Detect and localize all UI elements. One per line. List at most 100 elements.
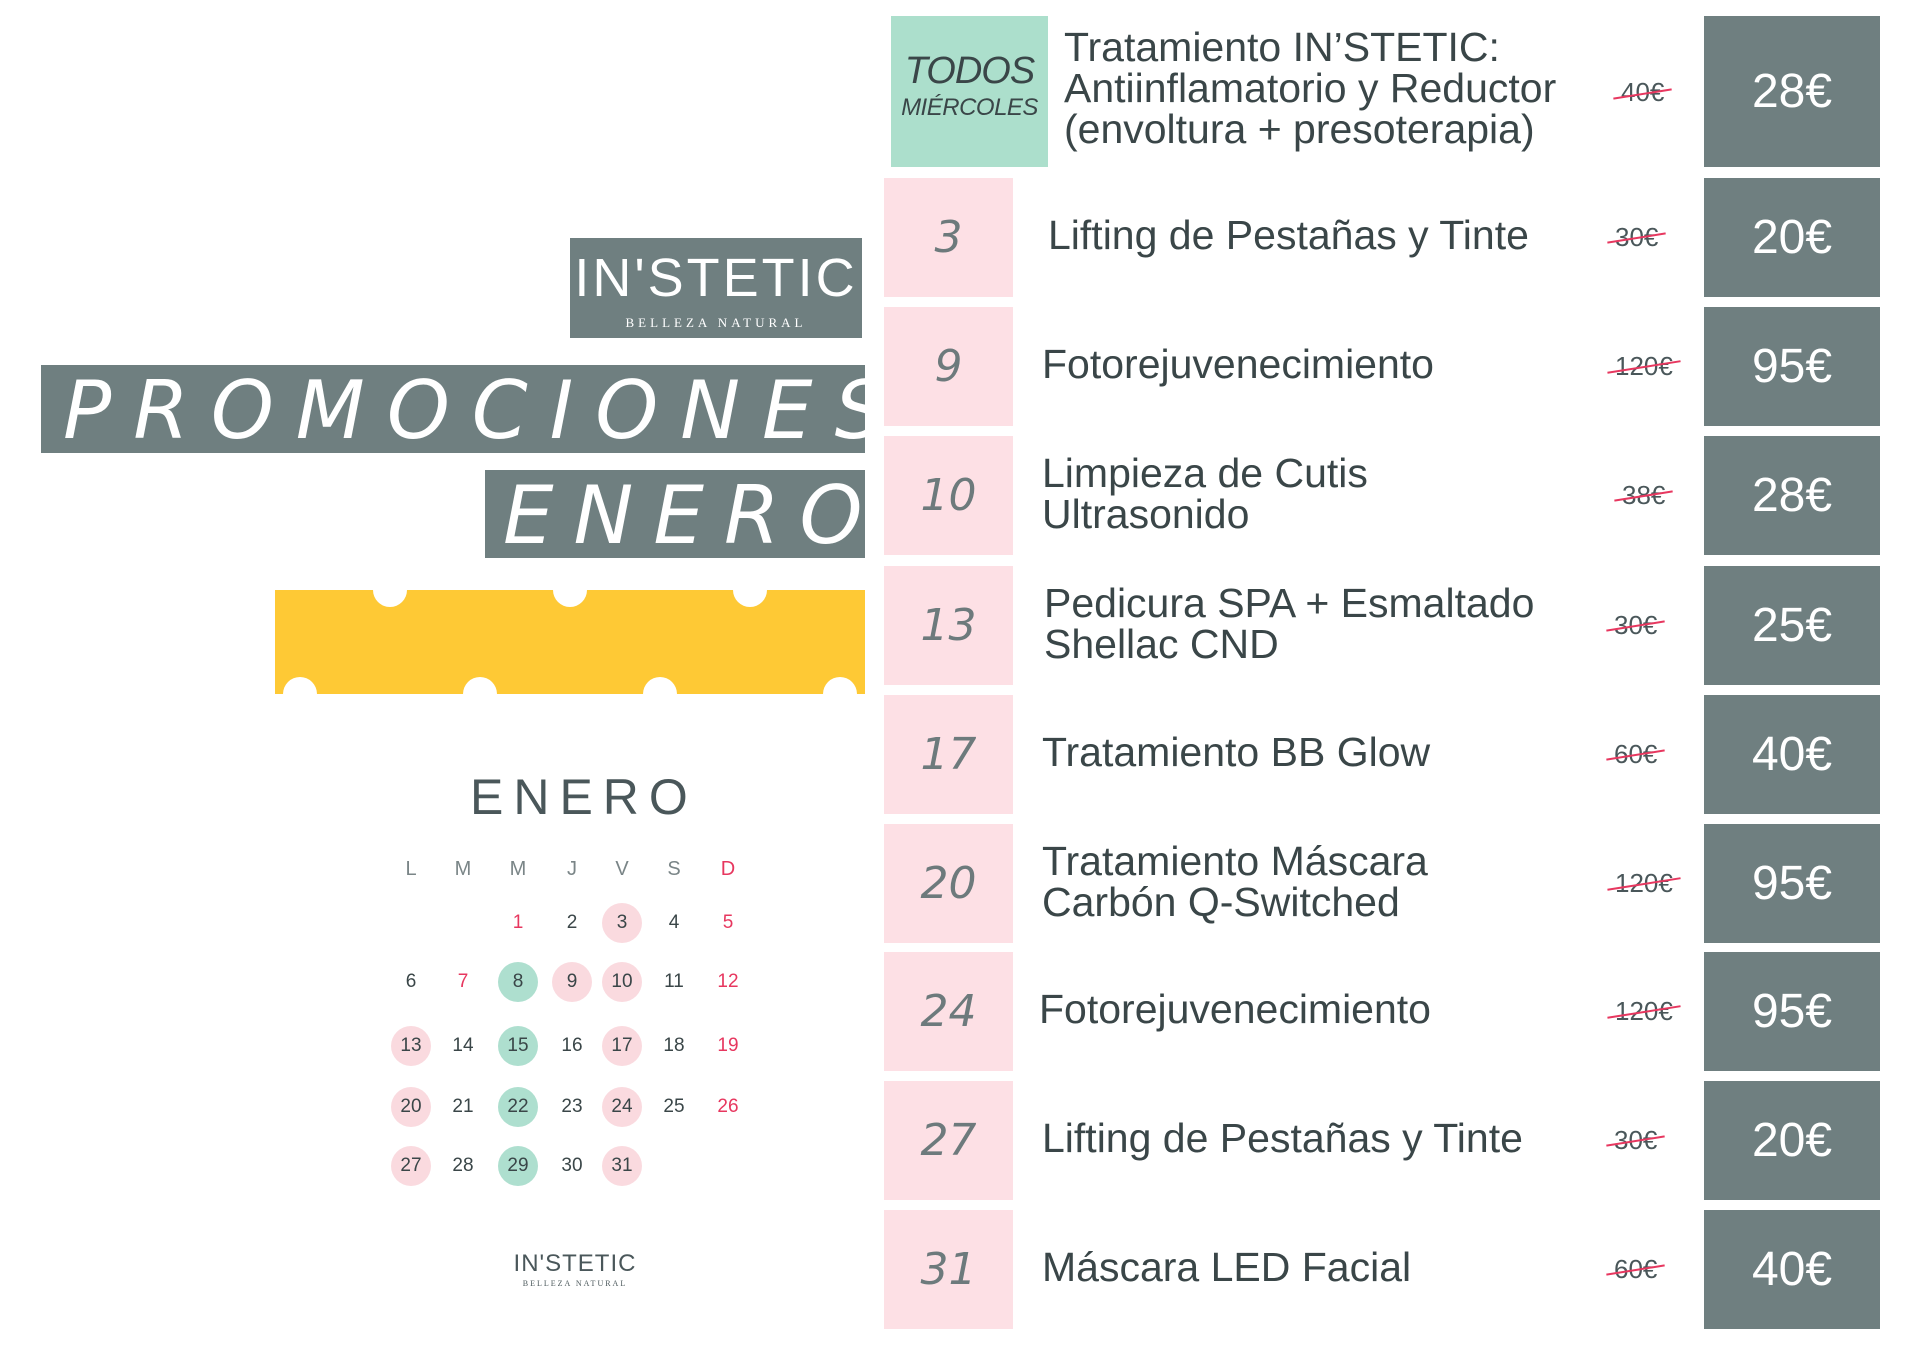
dot-decoration [373, 590, 407, 607]
promo-service-line: Tratamiento BB Glow [1042, 729, 1431, 775]
promo-service-line: Fotorejuvenecimiento [1042, 341, 1434, 387]
promo-price: 20€ [1704, 1081, 1880, 1200]
promo-price: 95€ [1704, 824, 1880, 943]
dot-decoration [823, 677, 857, 694]
promo-service: Máscara LED Facial [1042, 1247, 1411, 1288]
calendar-day: 11 [664, 971, 684, 992]
banner-promociones: PROMOCIONES [41, 365, 865, 453]
calendar-day: 7 [457, 971, 469, 992]
calendar-day: 16 [561, 1035, 583, 1056]
promo-service: Limpieza de Cutis Ultrasonido [1042, 449, 1368, 535]
brand-logo: IN'STETIC BELLEZA NATURAL [570, 238, 862, 338]
calendar-day: 31 [602, 1146, 642, 1186]
promo-service: Lifting de Pestañas y Tinte [1048, 215, 1529, 256]
brand-tagline: BELLEZA NATURAL [625, 315, 807, 330]
promo-day: 31 [884, 1210, 1013, 1329]
weekday-label: J [567, 857, 577, 880]
promo-service: Lifting de Pestañas y Tinte [1042, 1118, 1523, 1159]
footer-logo-name: IN'STETIC [513, 1250, 637, 1277]
calendar-day: 4 [668, 912, 680, 933]
calendar-day: 6 [405, 971, 417, 992]
calendar-day: 8 [498, 962, 538, 1002]
promo-price: 20€ [1704, 178, 1880, 297]
calendar-day: 28 [452, 1155, 474, 1176]
polka-dot-band [275, 590, 865, 694]
promo-day: 9 [884, 307, 1013, 426]
calendar-day: 9 [552, 962, 592, 1002]
weekly-price: 28€ [1704, 16, 1880, 167]
weekday-label: D [720, 857, 736, 880]
promo-day: 10 [884, 436, 1013, 555]
weekly-service-line: Tratamiento IN’STETIC: [1064, 24, 1500, 70]
promo-service: Tratamiento Máscara Carbón Q-Switched [1042, 837, 1428, 925]
calendar-day: 22 [498, 1087, 538, 1127]
promo-service-line: Limpieza de Cutis [1042, 449, 1368, 496]
calendar-day: 2 [566, 912, 578, 933]
promo-old-price: 120€ [1615, 350, 1673, 381]
weekly-service-line: Antiinflamatorio y Reductor [1064, 65, 1557, 111]
calendar-day: 29 [498, 1146, 538, 1186]
promo-service-line: Carbón Q-Switched [1042, 878, 1400, 925]
promo-service-line: Pedicura SPA + Esmaltado [1044, 579, 1535, 626]
promo-old-price: 120€ [1615, 867, 1673, 898]
promo-day: 24 [884, 952, 1013, 1071]
promo-price: 95€ [1704, 952, 1880, 1071]
promo-service: Fotorejuvenecimiento [1042, 344, 1434, 385]
calendar-day: 25 [663, 1096, 685, 1117]
promo-price: 40€ [1704, 1210, 1880, 1329]
promo-price: 95€ [1704, 307, 1880, 426]
calendar-day: 14 [452, 1035, 474, 1056]
promo-old-price: 38€ [1622, 479, 1666, 510]
weekly-badge-line1: TODOS [904, 50, 1035, 92]
weekday-label: V [615, 857, 629, 880]
dot-decoration [553, 590, 587, 607]
weekly-service: Tratamiento IN’STETIC: Antiinflamatorio … [1064, 27, 1556, 150]
footer-logo-tagline: BELLEZA NATURAL [522, 1279, 628, 1288]
weekly-badge: TODOS MIÉRCOLES [891, 16, 1048, 167]
promo-service-line: Máscara LED Facial [1042, 1244, 1412, 1290]
weekday-label: M [509, 857, 527, 880]
weekday-label: M [454, 857, 472, 880]
promo-day: 17 [884, 695, 1013, 814]
calendar-day: 23 [561, 1096, 583, 1117]
calendar-day: 27 [391, 1146, 431, 1186]
calendar-day: 26 [717, 1096, 739, 1117]
promo-service-line: Fotorejuvenecimiento [1039, 986, 1431, 1032]
calendar-day: 18 [663, 1035, 685, 1056]
promo-service-line: Lifting de Pestañas y Tinte [1048, 212, 1529, 258]
promo-old-price: 60€ [1614, 738, 1658, 769]
calendar-title: ENERO [470, 769, 698, 825]
calendar-day: 19 [717, 1035, 739, 1056]
weekly-old-price: 40€ [1621, 77, 1665, 107]
calendar-day: 1 [512, 912, 524, 933]
dot-decoration [283, 677, 317, 694]
calendar-day: 21 [452, 1096, 474, 1117]
dot-decoration [643, 677, 677, 694]
promo-service: Tratamiento BB Glow [1042, 732, 1430, 773]
banner-enero: ENERO [485, 470, 865, 558]
promo-old-price: 30€ [1614, 609, 1658, 640]
promo-service-line: Lifting de Pestañas y Tinte [1042, 1115, 1523, 1161]
promo-day: 3 [884, 178, 1013, 297]
promo-old-price: 30€ [1615, 221, 1659, 252]
promo-price: 25€ [1704, 566, 1880, 685]
dot-decoration [463, 677, 497, 694]
calendar-day: 17 [602, 1026, 642, 1066]
promo-price: 40€ [1704, 695, 1880, 814]
calendar-day: 10 [602, 962, 642, 1002]
weekly-badge-line2: MIÉRCOLES [901, 94, 1038, 121]
promo-old-price: 120€ [1615, 995, 1673, 1026]
calendar-day: 5 [722, 912, 734, 933]
weekday-label: L [405, 857, 417, 880]
promo-service-line: Tratamiento Máscara [1042, 837, 1428, 884]
promo-old-price: 30€ [1614, 1124, 1658, 1155]
footer-logo: IN'STETIC BELLEZA NATURAL [500, 1250, 650, 1289]
calendar-day: 20 [391, 1087, 431, 1127]
promo-day: 20 [884, 824, 1013, 943]
promo-service: Fotorejuvenecimiento [1039, 989, 1431, 1030]
calendar-day: 13 [391, 1026, 431, 1066]
dot-decoration [733, 590, 767, 607]
calendar-day: 12 [717, 971, 739, 992]
promo-day: 13 [884, 566, 1013, 685]
calendar-day: 24 [602, 1087, 642, 1127]
